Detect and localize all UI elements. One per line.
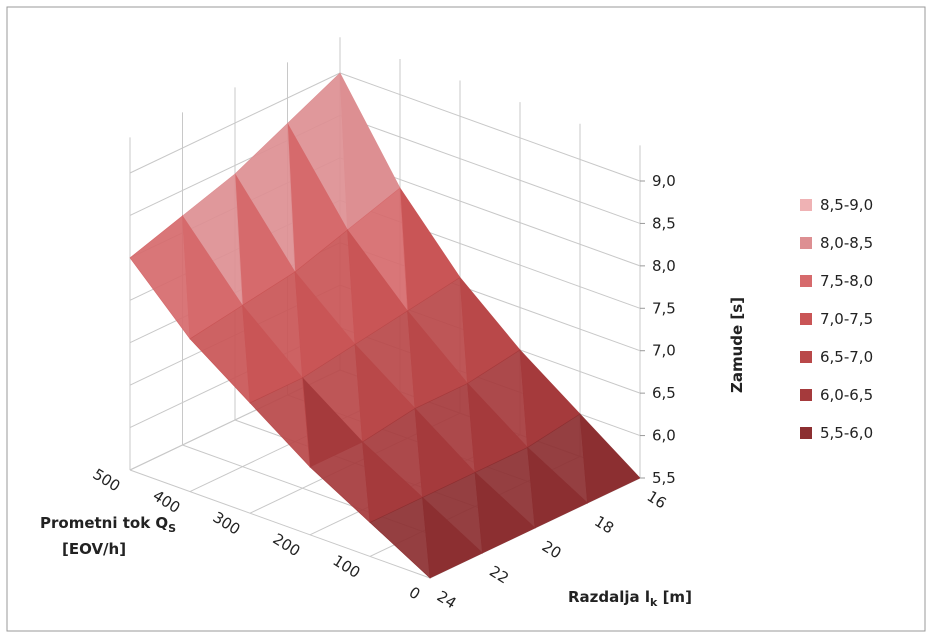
z-tick-label: 9,0 [652, 172, 676, 190]
z-tick-label: 6,5 [652, 384, 676, 402]
z-tick-label: 5,5 [652, 469, 676, 487]
y-axis-unit: [EOV/h] [62, 540, 126, 558]
legend-swatch [800, 237, 812, 249]
legend-label: 7,5-8,0 [820, 272, 873, 290]
surface-facet [129, 215, 191, 340]
legend-swatch [800, 199, 812, 211]
legend-label: 8,0-8,5 [820, 234, 873, 252]
legend-swatch [800, 389, 812, 401]
z-tick-label: 7,5 [652, 299, 676, 317]
z-tick-label: 8,5 [652, 214, 676, 232]
y-axis-title: Prometni tok QS [40, 514, 176, 535]
z-tick-label: 6,0 [652, 427, 676, 445]
legend-label: 6,5-7,0 [820, 348, 873, 366]
grid-line [339, 72, 641, 182]
surface-facet [309, 441, 371, 524]
surface-facet [189, 304, 251, 404]
legend-swatch [800, 351, 812, 363]
z-tick-label: 8,0 [652, 257, 676, 275]
surface-facet [249, 377, 311, 468]
z-tick-label: 7,0 [652, 342, 676, 360]
legend-swatch [800, 275, 812, 287]
surface-facet [369, 497, 431, 579]
z-axis-title: Zamude [s] [728, 297, 746, 393]
x-axis-title: Razdalja lk [m] [568, 588, 692, 609]
legend-label: 8,5-9,0 [820, 196, 873, 214]
legend-label: 7,0-7,5 [820, 310, 873, 328]
legend-label: 6,0-6,5 [820, 386, 873, 404]
legend-label: 5,5-6,0 [820, 424, 873, 442]
legend-swatch [800, 313, 812, 325]
grid-line [129, 469, 431, 579]
legend-swatch [800, 427, 812, 439]
grid-line [339, 114, 641, 224]
